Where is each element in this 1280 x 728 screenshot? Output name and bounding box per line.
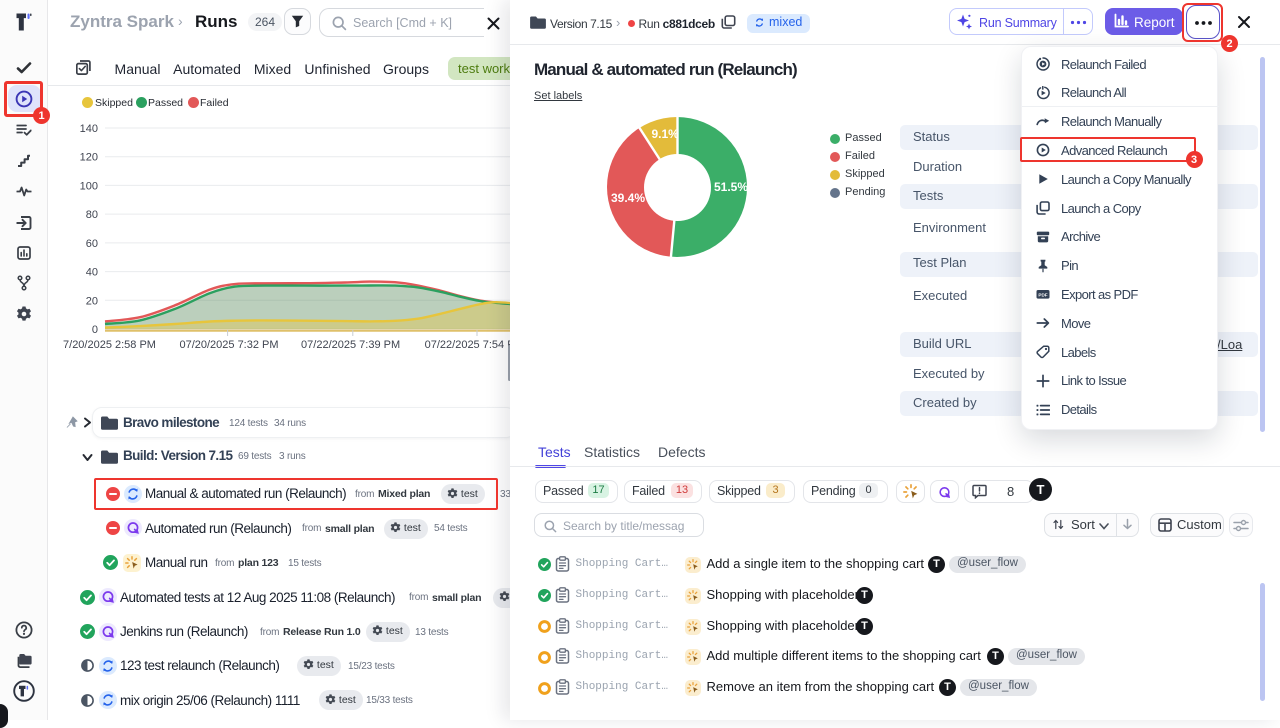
svg-text:07/22/2025 7:39 PM: 07/22/2025 7:39 PM [301,339,400,351]
svg-text:PDF: PDF [1038,293,1047,298]
svg-text:40: 40 [86,267,98,279]
svg-text:60: 60 [86,238,98,250]
svg-text:7/20/2025 2:58 PM: 7/20/2025 2:58 PM [63,339,156,351]
svg-text:07/22/2025 7:54 P: 07/22/2025 7:54 P [425,339,510,351]
svg-text:80: 80 [86,209,98,221]
svg-text:20: 20 [86,295,98,307]
svg-text:120: 120 [80,152,98,164]
svg-text:07/20/2025 7:32 PM: 07/20/2025 7:32 PM [179,339,278,351]
svg-text:140: 140 [80,123,98,135]
svg-text:0: 0 [92,324,98,336]
svg-text:100: 100 [80,180,98,192]
